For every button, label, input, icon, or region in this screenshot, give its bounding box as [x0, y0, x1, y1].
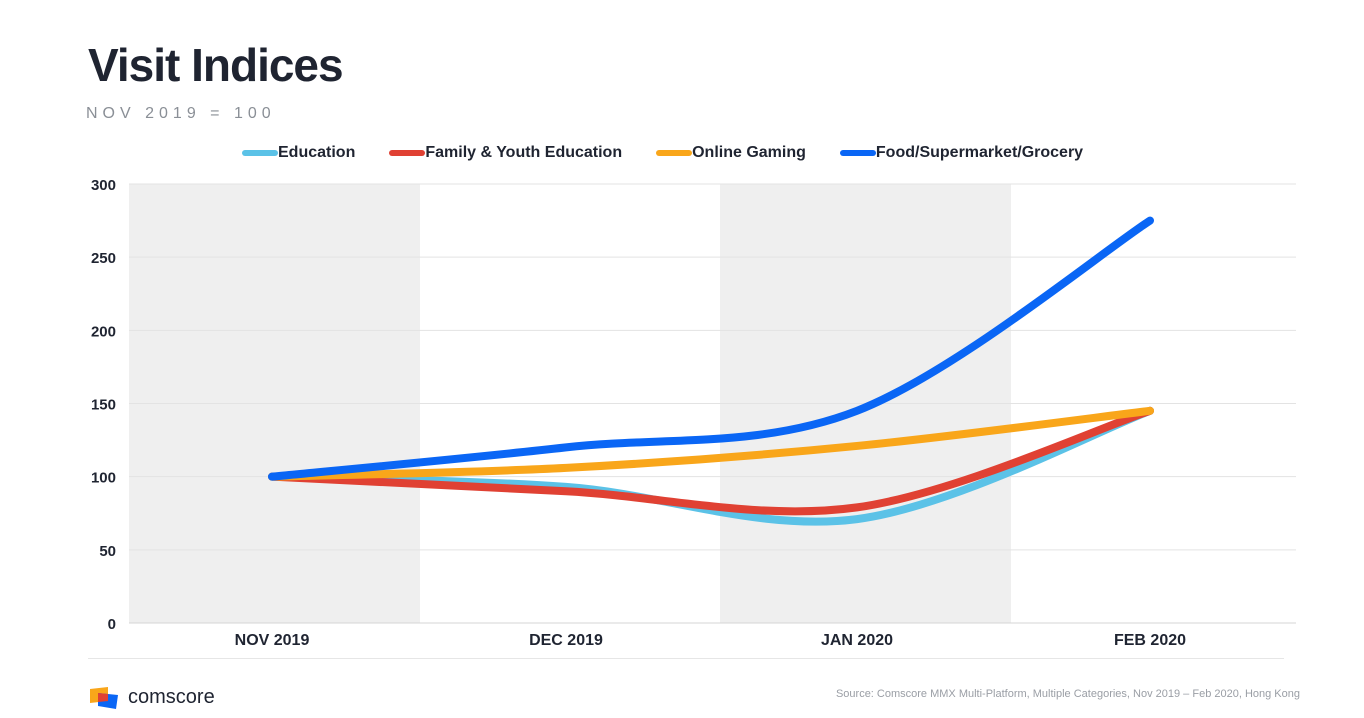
legend-label: Education — [278, 144, 356, 161]
legend-label: Family & Youth Education — [425, 144, 623, 161]
source-note: Source: Comscore MMX Multi-Platform, Mul… — [835, 688, 1300, 700]
x-tick-label: DEC 2019 — [529, 632, 603, 649]
legend-item: Family & Youth Education — [389, 144, 622, 162]
y-tick-label: 150 — [91, 397, 116, 414]
series-line-food-supermarket-grocery — [268, 216, 1154, 481]
legend-label: Food/Supermarket/Grocery — [875, 144, 1084, 161]
legend-item: Food/Supermarket/Grocery — [839, 144, 1084, 162]
y-tick-label: 0 — [108, 616, 116, 633]
legend-swatch — [242, 150, 278, 156]
y-tick-label: 50 — [99, 543, 116, 560]
legend-item: Online Gaming — [656, 144, 806, 162]
series-line-online-gaming — [268, 406, 1154, 481]
series-line-family-youth-education — [268, 406, 1154, 516]
legend-swatch — [656, 150, 693, 156]
chart-legend: Education Family & Youth Education Online … — [242, 144, 1083, 162]
x-tick-label: NOV 2019 — [235, 632, 310, 649]
y-tick-label: 250 — [91, 250, 116, 267]
x-tick-label: JAN 2020 — [821, 632, 893, 649]
y-tick-label: 100 — [91, 470, 116, 487]
comscore-logo-icon — [90, 686, 118, 709]
x-tick-label: FEB 2020 — [1114, 632, 1186, 649]
footer-divider — [88, 658, 1284, 659]
y-tick-label: 200 — [91, 323, 116, 340]
legend-swatch — [389, 150, 426, 156]
legend-swatch — [839, 150, 876, 156]
chart-title: Visit Indices — [88, 39, 344, 91]
legend-label: Online Gaming — [692, 144, 806, 161]
legend-item: Education — [242, 144, 355, 162]
brand: comscore — [90, 686, 215, 709]
y-tick-label: 300 — [91, 177, 116, 194]
brand-name: comscore — [128, 686, 215, 708]
chart-subtitle: NOV 2019 = 100 — [86, 105, 276, 122]
